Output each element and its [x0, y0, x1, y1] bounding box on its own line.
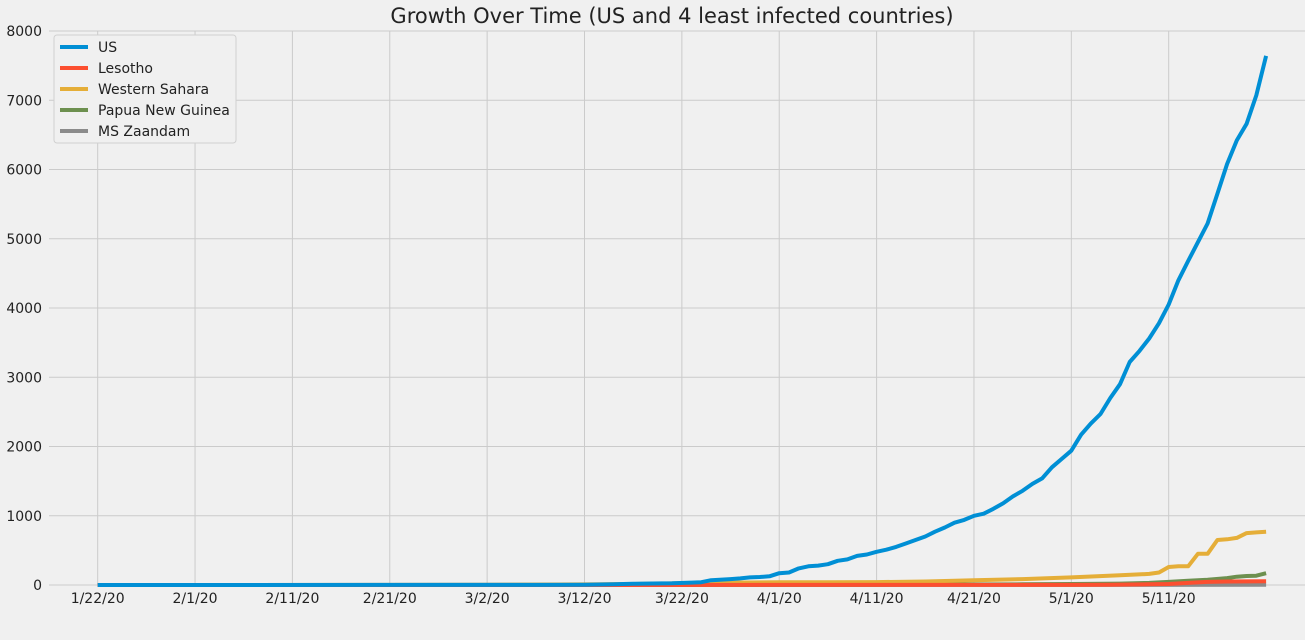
x-tick-label: 1/22/20 — [71, 591, 125, 607]
x-axis-ticks: 1/22/20 2/1/20 2/11/20 2/21/20 3/2/20 3/12/20… — [71, 591, 1196, 607]
x-tick-label: 5/1/20 — [1049, 591, 1094, 607]
legend-label: Papua New Guinea — [98, 103, 230, 119]
grid — [49, 31, 1305, 585]
x-tick-label: 3/22/20 — [655, 591, 709, 607]
y-tick-label: 4000 — [6, 301, 42, 317]
chart-title: Growth Over Time (US and 4 least infecte… — [390, 4, 953, 28]
x-tick-label: 2/11/20 — [265, 591, 319, 607]
y-axis-ticks: 0 1000 2000 3000 4000 5000 6000 7000 8000 — [6, 24, 42, 594]
x-tick-label: 2/21/20 — [363, 591, 417, 607]
x-tick-label: 5/11/20 — [1142, 591, 1196, 607]
legend-label: Lesotho — [98, 61, 153, 77]
y-tick-label: 7000 — [6, 93, 42, 109]
y-tick-label: 3000 — [6, 370, 42, 386]
y-tick-label: 0 — [33, 578, 42, 594]
y-tick-label: 2000 — [6, 440, 42, 456]
x-tick-label: 4/11/20 — [850, 591, 904, 607]
y-tick-label: 1000 — [6, 509, 42, 525]
x-tick-label: 3/2/20 — [465, 591, 510, 607]
y-tick-label: 6000 — [6, 163, 42, 179]
y-tick-label: 5000 — [6, 232, 42, 248]
y-tick-label: 8000 — [6, 24, 42, 40]
legend-label: MS Zaandam — [98, 124, 190, 140]
x-tick-label: 3/12/20 — [558, 591, 612, 607]
legend-label: Western Sahara — [98, 82, 209, 98]
legend-label: US — [98, 40, 117, 56]
x-tick-label: 4/1/20 — [757, 591, 802, 607]
x-tick-label: 2/1/20 — [173, 591, 218, 607]
x-tick-label: 4/21/20 — [947, 591, 1001, 607]
legend: US Lesotho Western Sahara Papua New Guinea M… — [54, 35, 236, 143]
